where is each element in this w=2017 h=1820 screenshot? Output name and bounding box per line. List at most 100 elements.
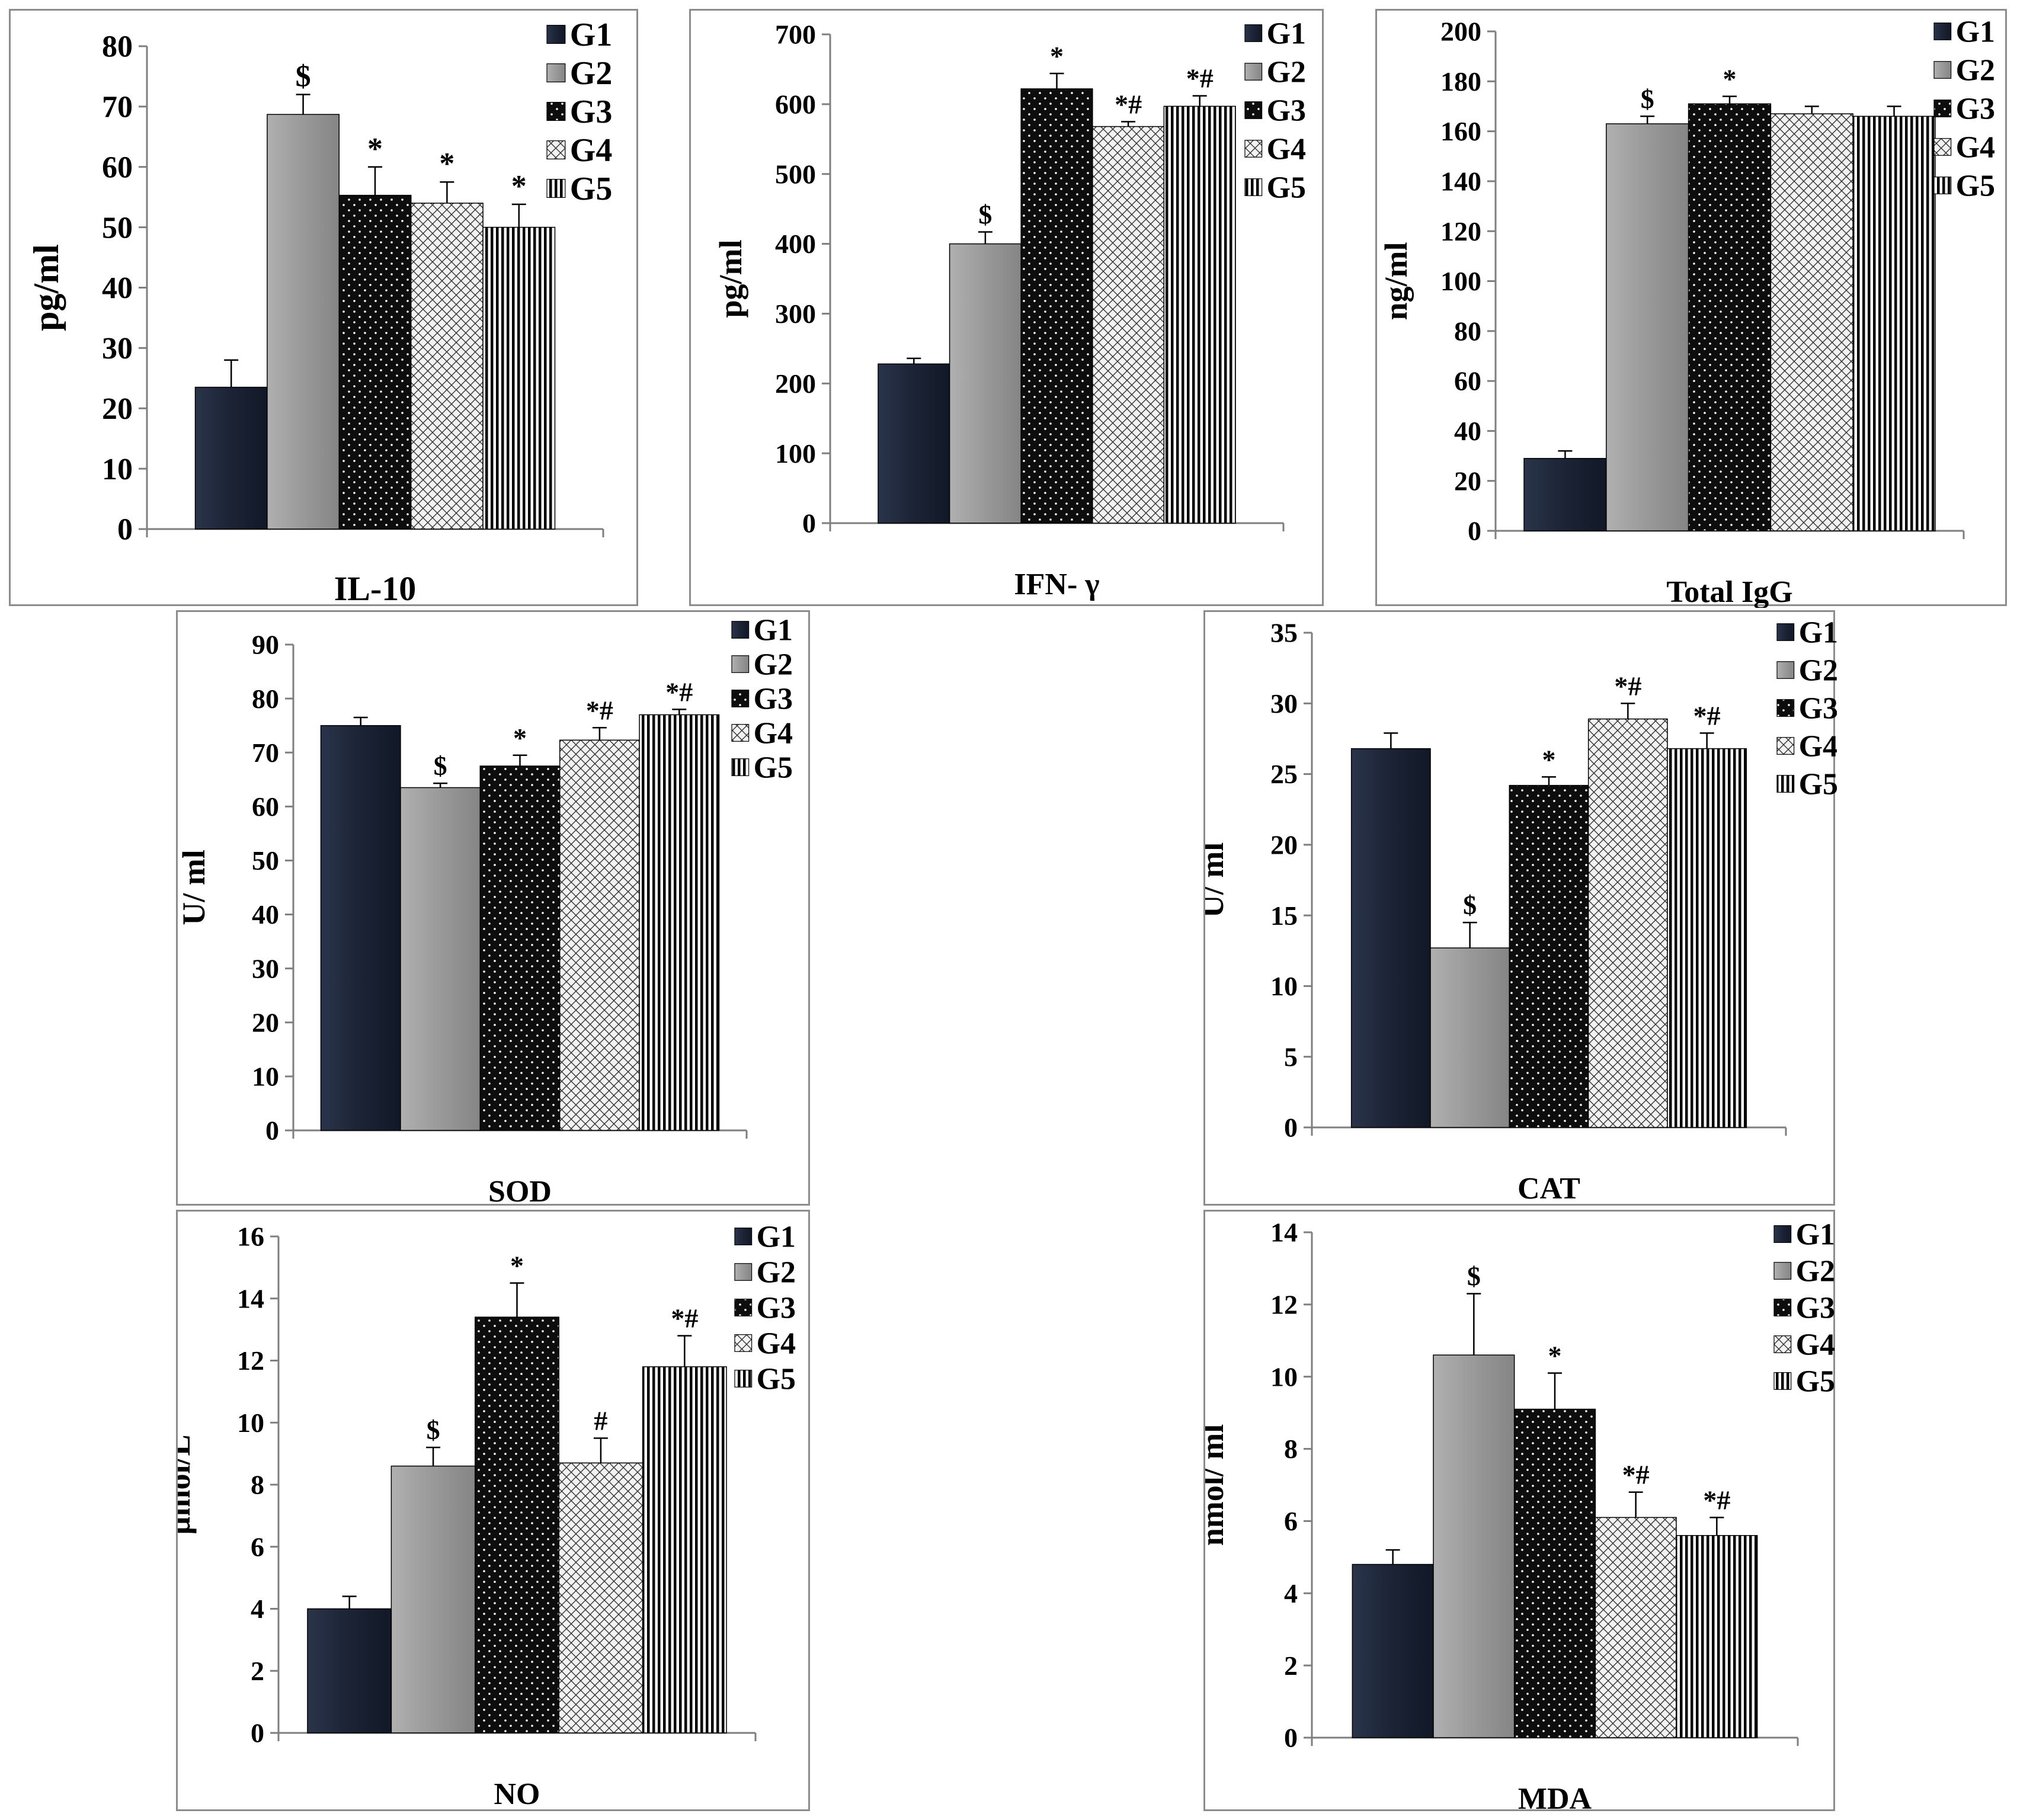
y-tick-label: 12 (237, 1345, 264, 1376)
legend-swatch-g4 (1933, 138, 1952, 156)
mda-panel: 0 2 4 6 8 10 12 14 $ * *# *# G1 G2 G3 G4 G5 MDA nmol/ ml (1203, 1210, 1835, 1813)
bar-g1 (1350, 748, 1431, 1128)
significance-label: $ (1467, 1261, 1481, 1292)
y-tick-label: 100 (775, 438, 816, 469)
y-tick-label: 20 (1270, 829, 1298, 860)
y-tick-label: 35 (1270, 618, 1298, 648)
significance-label: $ (978, 200, 992, 230)
y-tick-label: 100 (1440, 266, 1481, 296)
significance-label: * (511, 169, 527, 203)
y-tick-label: 80 (1454, 316, 1481, 346)
y-tick-label: 8 (1284, 1434, 1298, 1464)
significance-label: *# (1693, 700, 1721, 730)
legend-swatch-g4 (1773, 1335, 1792, 1353)
bar-g3 (338, 194, 412, 530)
legend-label-g2: G2 (570, 55, 613, 92)
legend-swatch-g1 (731, 621, 750, 639)
y-tick-label: 60 (102, 150, 133, 184)
y-tick-label: 12 (1270, 1289, 1298, 1319)
y-tick-label: 30 (252, 953, 279, 983)
legend-swatch-g5 (731, 758, 750, 776)
legend-label-g1: G1 (1796, 1218, 1835, 1252)
legend-label-g4: G4 (754, 717, 793, 751)
significance-label: * (439, 147, 454, 181)
bar-g1 (1523, 458, 1607, 531)
legend-swatch-g3 (546, 102, 566, 121)
significance-label: *# (1186, 63, 1214, 94)
il-10-title: IL-10 (334, 569, 417, 608)
y-tick-label: 200 (775, 369, 816, 399)
significance-label: * (1050, 41, 1064, 71)
y-tick-label: 16 (237, 1222, 264, 1252)
y-axis-label: µmol/L (178, 1434, 197, 1534)
ifn-gamma-chart: 0 100 200 300 400 500 600 700 $ * *# *# G1 G2 G3 G4 G5 IF… (713, 17, 1306, 601)
legend-swatch-g1 (1773, 1225, 1792, 1243)
y-axis-label: pg/ml (27, 244, 66, 331)
bar-g1 (1352, 1563, 1434, 1738)
y-tick-label: 140 (1440, 166, 1481, 197)
legend-label-g3: G3 (757, 1292, 796, 1325)
legend-swatch-g2 (1776, 661, 1795, 679)
y-axis-label: pg/ml (713, 239, 748, 318)
mda-title: MDA (1518, 1782, 1592, 1813)
bar-g4 (559, 739, 640, 1131)
legend-swatch-g5 (734, 1370, 753, 1388)
legend-label-g3: G3 (754, 682, 793, 716)
total-igg-panel: 0 20 40 60 80 100 120 140 160 180 200 $ * G1 G2 G3 G4 G5 T… (1375, 9, 2007, 608)
legend-swatch-g3 (734, 1299, 753, 1316)
y-tick-label: 80 (252, 684, 279, 714)
y-axis-label: U/ ml (1205, 842, 1230, 918)
y-tick-label: 0 (1284, 1723, 1298, 1753)
y-tick-label: 60 (1454, 366, 1481, 396)
legend-label-g4: G4 (1267, 133, 1306, 166)
cat-panel: 0 5 10 15 20 25 30 35 $ * *# *# G1 G2 G3 G4 G5 CAT U/ ml (1203, 610, 1837, 1206)
y-tick-label: 60 (252, 792, 279, 822)
significance-label: *# (1614, 671, 1641, 701)
significance-label: *# (1703, 1485, 1730, 1515)
significance-label: *# (671, 1303, 698, 1334)
bar-g2 (390, 1465, 476, 1734)
bar-g2 (1433, 1354, 1515, 1738)
legend-label-g4: G4 (1796, 1328, 1835, 1362)
y-tick-label: 8 (251, 1470, 264, 1500)
y-axis-label: U/ ml (178, 850, 212, 925)
bar-g1 (194, 386, 268, 530)
sod-panel: 0 10 20 30 40 50 60 70 80 90 $ * *# *# G1 G2 G3 G4 G5 SOD U/… (176, 610, 810, 1207)
significance-label: $ (1463, 890, 1477, 920)
y-tick-label: 160 (1440, 116, 1481, 146)
significance-label: $ (427, 1415, 440, 1445)
bar-g2 (267, 114, 340, 530)
cat-title: CAT (1517, 1172, 1580, 1206)
legend-swatch-g2 (734, 1263, 753, 1281)
cat-chart: 0 5 10 15 20 25 30 35 $ * *# *# G1 G2 G3 G4 G5 CAT U/ ml (1205, 616, 1837, 1206)
bar-g3 (1513, 1408, 1596, 1738)
legend-label-g4: G4 (1956, 131, 1995, 165)
y-tick-label: 2 (251, 1656, 264, 1686)
y-tick-label: 30 (102, 332, 133, 366)
y-tick-label: 15 (1270, 901, 1298, 931)
bar-g2 (1430, 947, 1510, 1128)
legend-swatch-g1 (1776, 623, 1795, 641)
legend-label-g2: G2 (1796, 1255, 1835, 1289)
no-panel: 0 2 4 6 8 10 12 14 16 $ * # *# G1 G2 G3 G4 G5 NO µmol/L (176, 1210, 810, 1811)
bar-g5 (642, 1366, 727, 1734)
legend-swatch-g1 (1244, 24, 1263, 42)
legend-swatch-g4 (1244, 140, 1263, 158)
y-tick-label: 10 (237, 1408, 264, 1438)
y-tick-label: 0 (1284, 1113, 1298, 1143)
bar-g3 (475, 1316, 559, 1734)
bar-g4 (410, 203, 484, 530)
legend-label-g1: G1 (1267, 17, 1306, 51)
legend-label-g4: G4 (1799, 730, 1837, 764)
y-tick-label: 0 (265, 1116, 279, 1146)
legend-label-g5: G5 (1799, 768, 1837, 802)
legend-swatch-g2 (546, 63, 566, 82)
y-tick-label: 70 (102, 91, 133, 124)
legend-label-g5: G5 (570, 171, 613, 207)
significance-label: * (510, 1251, 524, 1281)
y-tick-label: 120 (1440, 216, 1481, 246)
y-axis-label: nmol/ ml (1205, 1424, 1230, 1546)
legend-swatch-g3 (1244, 101, 1263, 119)
